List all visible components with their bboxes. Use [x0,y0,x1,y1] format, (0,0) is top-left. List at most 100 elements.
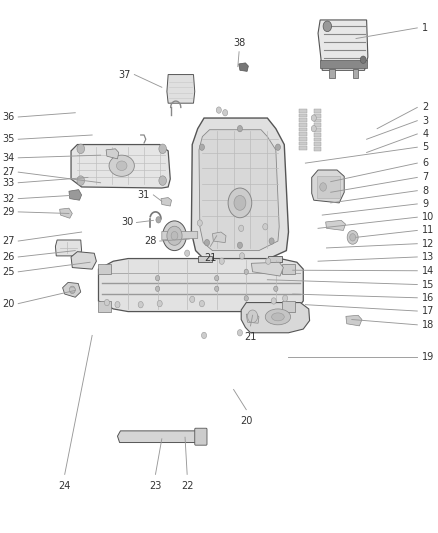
Polygon shape [69,190,81,200]
Circle shape [234,196,246,211]
Bar [314,138,321,141]
Text: 24: 24 [59,481,71,491]
Polygon shape [63,282,81,297]
Circle shape [219,258,224,264]
Circle shape [115,302,120,308]
Circle shape [159,144,166,154]
Polygon shape [117,431,199,442]
Circle shape [266,258,271,264]
Polygon shape [191,118,289,261]
Bar [299,137,307,141]
Text: 27: 27 [2,236,15,246]
Polygon shape [60,208,72,218]
Ellipse shape [117,161,127,171]
Text: 21: 21 [244,332,257,342]
Polygon shape [241,303,310,333]
Polygon shape [71,144,170,188]
Circle shape [244,269,248,274]
Text: 21: 21 [204,253,216,263]
Circle shape [228,188,252,217]
Text: 20: 20 [240,416,252,426]
Ellipse shape [109,155,134,176]
Text: 10: 10 [422,212,434,222]
Bar [317,176,340,198]
Circle shape [350,233,356,241]
Bar [299,109,307,113]
Bar [99,301,111,312]
Text: 22: 22 [181,481,194,491]
Bar [314,133,321,136]
Bar [314,123,321,127]
Polygon shape [346,316,362,326]
Circle shape [244,296,248,301]
Circle shape [69,286,75,294]
Circle shape [157,301,162,307]
Circle shape [247,310,258,322]
Bar [353,69,358,78]
Circle shape [138,302,143,308]
Circle shape [197,220,202,226]
Text: 33: 33 [3,177,15,188]
Circle shape [276,144,280,150]
Polygon shape [318,20,368,70]
Circle shape [360,56,366,63]
Circle shape [239,225,244,231]
FancyBboxPatch shape [195,428,207,445]
Text: 9: 9 [422,199,428,209]
Circle shape [311,125,316,132]
Text: 2: 2 [422,102,428,112]
Circle shape [77,144,85,154]
Circle shape [104,300,110,306]
Circle shape [205,239,209,246]
Polygon shape [162,231,198,240]
Circle shape [237,125,243,132]
Text: 23: 23 [149,481,162,491]
Bar [299,141,307,145]
Polygon shape [312,170,344,203]
Text: 38: 38 [233,37,245,47]
Text: 1: 1 [422,23,428,33]
Circle shape [320,183,326,191]
Circle shape [155,276,160,281]
Polygon shape [212,232,226,243]
Bar [299,123,307,127]
Ellipse shape [265,309,290,325]
Polygon shape [239,63,248,71]
Text: 16: 16 [422,293,434,303]
Bar [320,60,367,68]
Text: 19: 19 [422,352,434,361]
Bar [314,147,321,151]
Text: 18: 18 [422,320,434,330]
Bar [314,142,321,146]
Text: 14: 14 [422,266,434,276]
Polygon shape [99,259,303,312]
Circle shape [199,301,205,307]
Circle shape [185,250,190,256]
Circle shape [263,223,268,230]
Circle shape [199,144,205,150]
Text: 29: 29 [3,207,15,217]
Bar [299,127,307,131]
Circle shape [274,286,278,292]
Bar [282,301,295,312]
Circle shape [167,226,182,245]
Circle shape [215,286,219,292]
Text: 28: 28 [144,236,156,246]
Text: 32: 32 [3,193,15,204]
Circle shape [269,238,274,244]
Circle shape [171,231,178,240]
Ellipse shape [272,313,284,321]
Circle shape [77,176,85,185]
Circle shape [162,221,186,251]
Text: 8: 8 [422,185,428,196]
Circle shape [190,296,195,303]
Text: 31: 31 [138,190,150,200]
Bar [314,109,321,113]
Circle shape [223,110,228,116]
Text: 12: 12 [422,239,434,249]
Bar [299,132,307,136]
Bar [314,114,321,117]
Bar [282,264,295,274]
Circle shape [237,242,243,248]
Polygon shape [268,256,282,262]
